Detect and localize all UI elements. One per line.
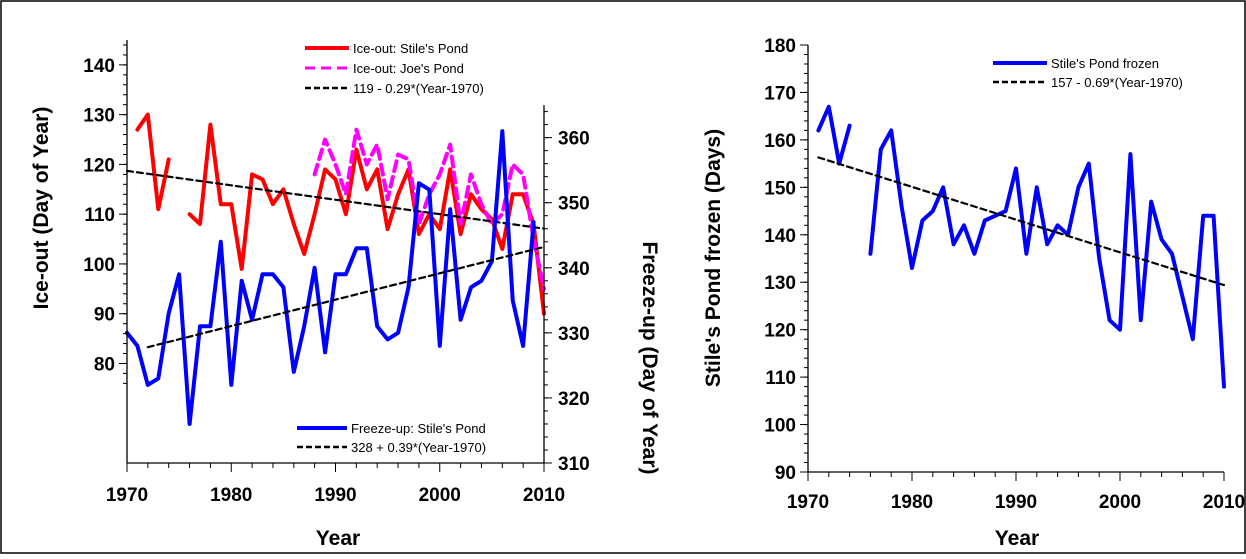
left-y-tick-label: 130 — [83, 106, 115, 127]
legend-ice-out-stiles-label: Ice-out: Stile's Pond — [353, 41, 468, 56]
left-chart-panel: 1970 1980 1990 2000 2010 80 90 100 110 120 130 140 3… — [30, 40, 661, 550]
legend-freeze-up-trend-label: 328 + 0.39*(Year-1970) — [351, 440, 486, 455]
right-x-axis-title: Year — [995, 527, 1039, 550]
right-y-tick-label: 150 — [764, 178, 796, 199]
right-y-tick-label: 140 — [764, 226, 796, 247]
left-y-tick-label: 110 — [84, 205, 115, 226]
legend-ice-out-trend-label: 119 - 0.29*(Year-1970) — [353, 81, 484, 96]
left-y-axis-title: Ice-out (Day of Year) — [30, 107, 53, 310]
left-right-y-tick-label: 350 — [558, 194, 590, 215]
right-x-tick-label: 2010 — [1203, 492, 1245, 513]
legend-freeze-up-stiles-label: Freeze-up: Stile's Pond — [351, 421, 486, 436]
left-y-tick-label: 90 — [94, 305, 115, 326]
left-y-tick-label: 140 — [83, 56, 115, 77]
right-y-tick-label: 100 — [764, 416, 796, 437]
left-x-tick-label: 1970 — [106, 485, 148, 506]
left-y-tick-label: 80 — [94, 354, 115, 375]
right-chart-panel: 1970 1980 1990 2000 2010 90 100 110 120 130 140 150… — [702, 36, 1245, 550]
legend-frozen-trend-label: 157 - 0.69*(Year-1970) — [1051, 75, 1183, 90]
right-series-157-0-69-year-1970-line — [817, 156, 1226, 287]
right-y-axis-title: Stile's Pond frozen (Days) — [702, 129, 725, 387]
right-series-stile-s-pond-frozen-line — [868, 128, 1226, 389]
right-y-tick-label: 120 — [764, 321, 796, 342]
right-y-tick-label: 130 — [764, 273, 796, 294]
right-y-tick-label: 180 — [764, 36, 796, 57]
right-x-tick-label: 1990 — [995, 492, 1037, 513]
right-y-tick-label: 110 — [765, 368, 796, 389]
left-right-y-tick-label: 310 — [558, 454, 590, 475]
legend-ice-out-joes-label: Ice-out: Joe's Pond — [353, 61, 464, 76]
left-y-tick-label: 100 — [83, 255, 115, 276]
left-x-tick-label: 2010 — [523, 485, 565, 506]
left-x-tick-label: 1980 — [210, 485, 252, 506]
right-y-tick-label: 170 — [764, 83, 796, 104]
left-y-tick-label: 120 — [83, 155, 115, 176]
right-x-tick-label: 1980 — [891, 492, 933, 513]
right-y-tick-label: 90 — [775, 463, 796, 484]
left-x-tick-label: 2000 — [419, 485, 461, 506]
left-right-y-tick-label: 320 — [558, 389, 590, 410]
left-x-tick-label: 1990 — [314, 485, 356, 506]
legend-frozen-days-label: Stile's Pond frozen — [1051, 56, 1159, 71]
left-series-119-0-29-year-1970-line — [125, 169, 546, 230]
right-x-tick-label: 1970 — [787, 492, 829, 513]
left-right-y-tick-label: 340 — [558, 259, 590, 280]
left-series-freeze-up-stile-s-pond-line — [125, 129, 536, 426]
left-series-ice-out-joe-s-pond-line — [312, 127, 546, 291]
left-right-y-axis-title: Freeze-up (Day of Year) — [638, 241, 661, 474]
right-x-tick-label: 2000 — [1099, 492, 1141, 513]
left-series-ice-out-stile-s-pond-line — [135, 112, 171, 212]
right-series-stile-s-pond-frozen-line — [816, 104, 852, 166]
left-series-328-0-39-year-1970-line — [146, 245, 546, 349]
left-x-axis-title: Year — [316, 527, 360, 550]
left-right-y-tick-label: 360 — [558, 129, 590, 150]
right-y-tick-label: 160 — [764, 131, 796, 152]
left-right-y-tick-label: 330 — [558, 324, 590, 345]
